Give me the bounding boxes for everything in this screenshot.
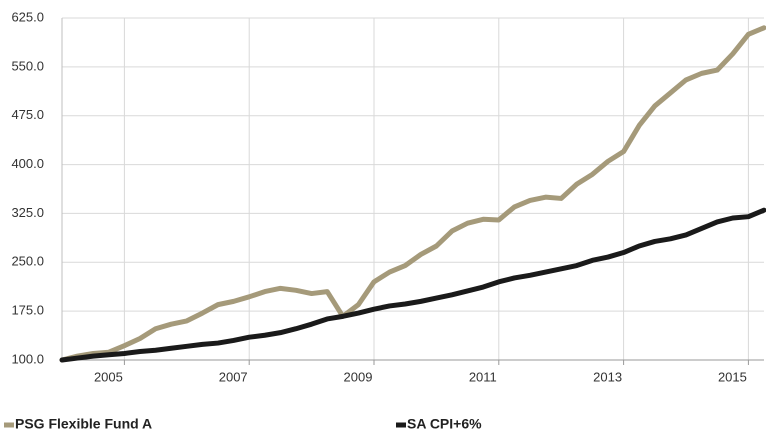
y-tick-label: 400.0 bbox=[11, 156, 44, 171]
y-tick-label: 100.0 bbox=[11, 351, 44, 366]
y-tick-label: 250.0 bbox=[11, 254, 44, 269]
x-tick-label: 2015 bbox=[718, 369, 747, 384]
y-tick-label: 550.0 bbox=[11, 58, 44, 73]
x-tick-label: 2005 bbox=[94, 369, 123, 384]
series-line bbox=[59, 25, 766, 363]
y-tick-label: 625.0 bbox=[11, 9, 44, 24]
y-tick-label: 475.0 bbox=[11, 107, 44, 122]
legend-label: SA CPI+6% bbox=[407, 416, 482, 432]
y-tick-label: 325.0 bbox=[11, 205, 44, 220]
x-tick-label: 2009 bbox=[344, 369, 373, 384]
legend-label: PSG Flexible Fund A bbox=[15, 416, 152, 432]
series-line bbox=[59, 207, 766, 363]
x-tick-label: 2013 bbox=[593, 369, 622, 384]
x-tick-label: 2007 bbox=[219, 369, 248, 384]
y-tick-label: 175.0 bbox=[11, 303, 44, 318]
x-tick-label: 2011 bbox=[469, 369, 497, 384]
